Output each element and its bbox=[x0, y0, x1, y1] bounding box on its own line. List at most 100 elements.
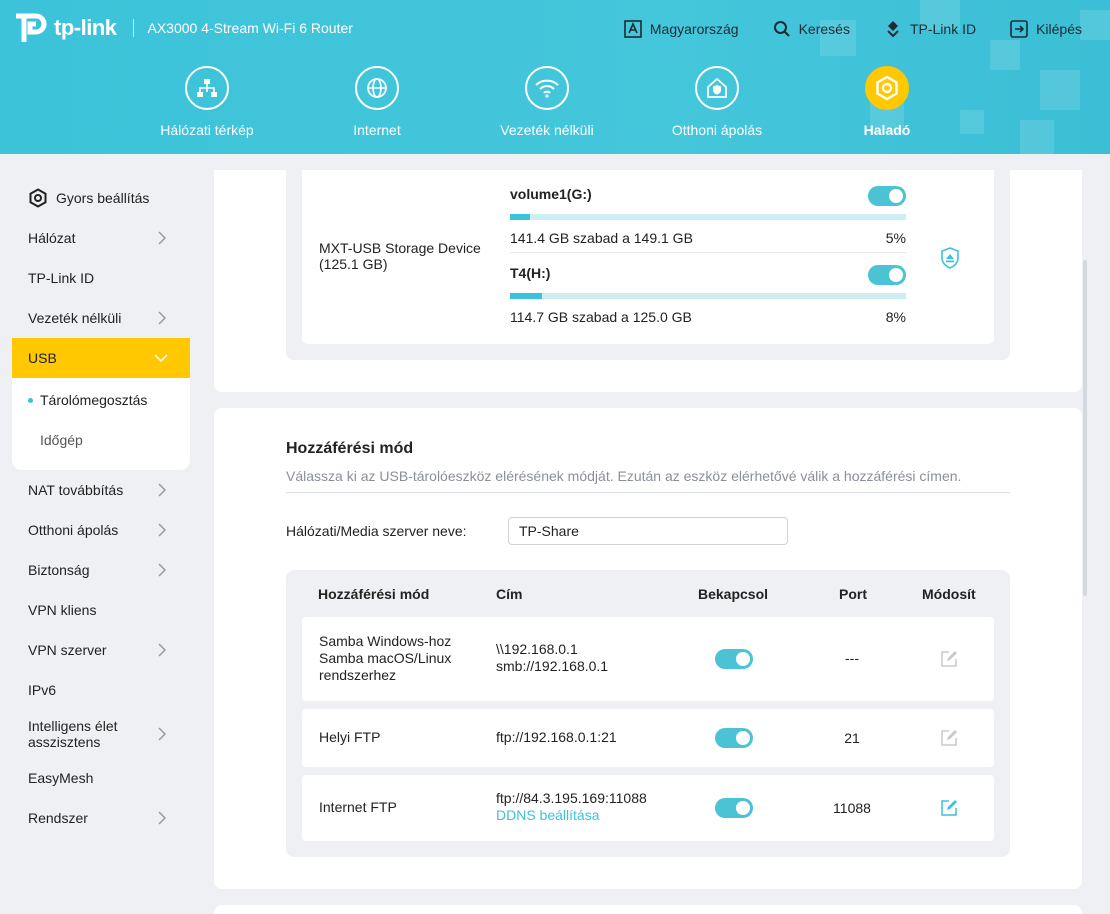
router-model: AX3000 4-Stream Wi-Fi 6 Router bbox=[147, 20, 353, 36]
row-address: ftp://84.3.195.169:11088 DDNS beállítása bbox=[496, 790, 647, 824]
volume-toggle[interactable] bbox=[868, 186, 906, 206]
tab-wireless[interactable]: Vezeték nélküli bbox=[462, 66, 632, 138]
sidebar-item-label: VPN szerver bbox=[28, 642, 107, 658]
volume-free-space: 114.7 GB szabad a 125.0 GB bbox=[510, 309, 692, 325]
column-header-address: Cím bbox=[496, 586, 523, 602]
quick-setup-gear-icon bbox=[29, 188, 47, 208]
section-description: Válassza ki az USB-tárolóeszköz elérésén… bbox=[286, 468, 962, 484]
row-address: ftp://192.168.0.1:21 bbox=[496, 729, 617, 745]
table-row: Helyi FTP ftp://192.168.0.1:21 21 bbox=[302, 709, 994, 767]
storage-device-row: MXT-USB Storage Device (125.1 GB) volume… bbox=[302, 170, 994, 344]
sidebar-item-label: Hálózat bbox=[28, 230, 76, 246]
sidebar-item-quick-setup[interactable]: Gyors beállítás bbox=[12, 178, 190, 218]
chevron-right-icon bbox=[158, 231, 166, 245]
sidebar-item-easymesh[interactable]: EasyMesh bbox=[12, 758, 190, 798]
tab-home-care-label: Otthoni ápolás bbox=[671, 122, 763, 138]
usb-submenu-panel bbox=[12, 378, 190, 470]
logo-text: tp-link bbox=[54, 15, 117, 40]
storage-devices-card: MXT-USB Storage Device (125.1 GB) volume… bbox=[214, 170, 1082, 392]
search-button[interactable]: Keresés bbox=[773, 20, 850, 38]
globe-icon bbox=[367, 78, 387, 98]
sidebar-item-label: EasyMesh bbox=[28, 770, 94, 786]
volume-usage-fill bbox=[510, 214, 530, 220]
row-address-line: smb://192.168.0.1 bbox=[496, 658, 609, 674]
section-divider bbox=[286, 492, 1010, 493]
row-address-line: ftp://84.3.195.169:11088 bbox=[496, 790, 647, 806]
sidebar-item-label: NAT továbbítás bbox=[28, 482, 124, 498]
chevron-right-icon bbox=[158, 523, 166, 537]
table-row: Internet FTP ftp://84.3.195.169:11088 DD… bbox=[302, 775, 994, 841]
eject-icon[interactable] bbox=[940, 247, 960, 269]
tplink-id-button[interactable]: TP-Link ID bbox=[884, 20, 976, 38]
row-port: 11088 bbox=[833, 800, 871, 816]
edit-icon[interactable] bbox=[940, 799, 958, 817]
sidebar-item-label: Vezeték nélküli bbox=[28, 310, 122, 326]
sidebar-item-label: USB bbox=[28, 350, 57, 366]
tab-home-care[interactable]: Otthoni ápolás bbox=[632, 66, 802, 138]
row-address-line: \\192.168.0.1 bbox=[496, 641, 578, 657]
sidebar-subitem-storage-sharing[interactable]: Tárolómegosztás bbox=[28, 392, 147, 408]
enable-toggle[interactable] bbox=[715, 649, 753, 669]
sidebar-item-label: Biztonság bbox=[28, 562, 90, 578]
sidebar-item-ipv6[interactable]: IPv6 bbox=[12, 670, 190, 710]
chevron-right-icon bbox=[158, 727, 166, 741]
sidebar-item-home-care[interactable]: Otthoni ápolás bbox=[12, 510, 190, 550]
logout-button[interactable]: Kilépés bbox=[1010, 20, 1082, 38]
sidebar-item-wireless[interactable]: Vezeték nélküli bbox=[12, 298, 190, 338]
sidebar-item-nat-forwarding[interactable]: NAT továbbítás bbox=[12, 470, 190, 510]
sidebar-item-network[interactable]: Hálózat bbox=[12, 218, 190, 258]
sidebar-item-usb[interactable]: USB bbox=[12, 338, 190, 378]
tab-network-map[interactable]: Hálózati térkép bbox=[122, 66, 292, 138]
chevron-right-icon bbox=[158, 311, 166, 325]
top-header: tp-link AX3000 4-Stream Wi-Fi 6 Router M… bbox=[0, 0, 1110, 154]
tplink-logo[interactable]: tp-link AX3000 4-Stream Wi-Fi 6 Router bbox=[12, 10, 353, 46]
logout-icon bbox=[1010, 20, 1028, 38]
server-name-input[interactable] bbox=[508, 517, 788, 545]
volume-name: volume1(G:) bbox=[510, 186, 592, 202]
sidebar-item-vpn-client[interactable]: VPN kliens bbox=[12, 590, 190, 630]
volume-toggle[interactable] bbox=[868, 265, 906, 285]
sidebar-item-label: IPv6 bbox=[28, 682, 57, 698]
volume-free-space: 141.4 GB szabad a 149.1 GB bbox=[510, 230, 693, 246]
volume-item: T4(H:) 114.7 GB szabad a 125.0 GB 8% bbox=[510, 265, 906, 325]
tab-advanced[interactable]: Haladó bbox=[802, 66, 972, 138]
advanced-gear-icon bbox=[876, 75, 898, 101]
sidebar-item-vpn-server[interactable]: VPN szerver bbox=[12, 630, 190, 670]
sidebar-item-smart-life[interactable]: Intelligens élet asszisztens bbox=[12, 714, 190, 754]
row-mode: Helyi FTP bbox=[319, 729, 381, 745]
tab-wireless-label: Vezeték nélküli bbox=[500, 122, 594, 138]
sidebar-subitem-time-machine[interactable]: Időgép bbox=[40, 432, 83, 448]
volume-info: 114.7 GB szabad a 125.0 GB 8% bbox=[510, 309, 906, 325]
volume-usage-bar bbox=[510, 293, 906, 299]
volume-divider bbox=[510, 252, 906, 253]
volume-item: volume1(G:) 141.4 GB szabad a 149.1 GB 5… bbox=[510, 186, 906, 253]
sidebar-subitem-label: Időgép bbox=[40, 432, 83, 448]
next-section-card bbox=[214, 905, 1082, 914]
storage-device-panel: MXT-USB Storage Device (125.1 GB) volume… bbox=[286, 170, 1010, 360]
language-selector[interactable]: Magyarország bbox=[624, 20, 739, 38]
sidebar-subitem-label: Tárolómegosztás bbox=[40, 392, 148, 408]
volume-usage-bar bbox=[510, 214, 906, 220]
row-mode: Internet FTP bbox=[319, 799, 397, 815]
logo-separator bbox=[132, 19, 134, 37]
enable-toggle[interactable] bbox=[715, 728, 753, 748]
server-name-label: Hálózati/Media szerver neve: bbox=[286, 523, 467, 539]
enable-toggle[interactable] bbox=[715, 798, 753, 818]
sidebar-item-label: Intelligens élet asszisztens bbox=[28, 718, 118, 750]
volume-percent: 5% bbox=[885, 230, 906, 246]
ddns-settings-link[interactable]: DDNS beállítása bbox=[496, 807, 600, 823]
search-icon bbox=[773, 21, 790, 37]
wifi-icon bbox=[535, 79, 559, 98]
device-name: MXT-USB Storage Device (125.1 GB) bbox=[319, 240, 481, 272]
tab-internet[interactable]: Internet bbox=[292, 66, 462, 138]
tab-advanced-label: Haladó bbox=[863, 122, 911, 138]
column-header-enable: Bekapcsol bbox=[698, 586, 769, 602]
language-label: Magyarország bbox=[649, 21, 739, 37]
tplink-id-label: TP-Link ID bbox=[909, 21, 977, 37]
logout-label: Kilépés bbox=[1036, 21, 1082, 37]
sidebar-item-system[interactable]: Rendszer bbox=[12, 798, 190, 838]
content-scrollbar[interactable] bbox=[1083, 260, 1087, 596]
sidebar-item-security[interactable]: Biztonság bbox=[12, 550, 190, 590]
sidebar-item-tplink-id[interactable]: TP-Link ID bbox=[12, 258, 190, 298]
active-dot-icon bbox=[28, 397, 33, 403]
